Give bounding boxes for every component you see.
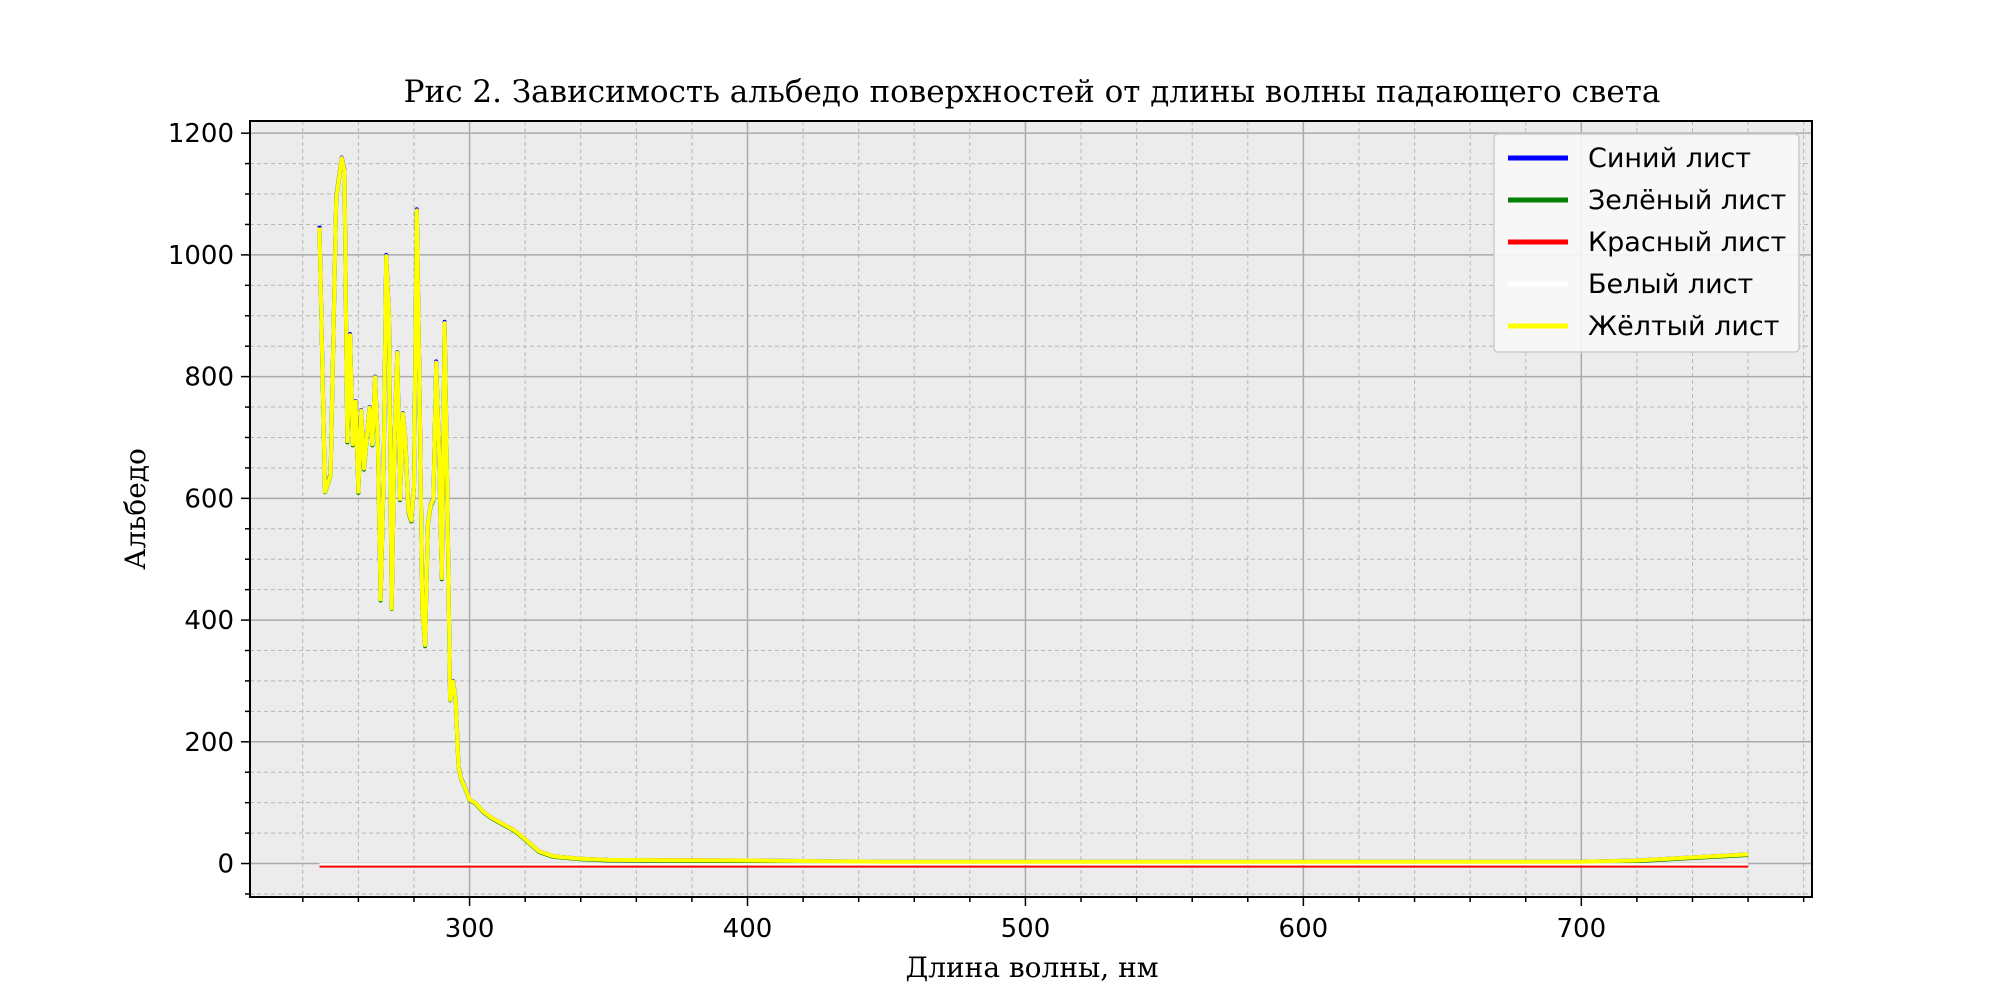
y-tick-label: 200 <box>184 728 234 758</box>
y-tick-label: 600 <box>184 484 234 514</box>
y-axis-label: Альбедо <box>119 448 152 570</box>
x-tick-label: 600 <box>1279 914 1329 944</box>
legend-label-4: Белый лист <box>1588 269 1753 300</box>
y-tick-label: 0 <box>217 850 234 880</box>
y-tick-label: 1000 <box>168 241 234 271</box>
legend: Синий лист Зелёный лист Красный лист Белый … <box>1493 133 1800 353</box>
legend-label-1: Синий лист <box>1588 143 1751 174</box>
x-tick-label: 700 <box>1556 914 1606 944</box>
y-axis: 0 200 400 600 800 1000 1200 <box>168 119 250 895</box>
legend-label-2: Зелёный лист <box>1588 185 1786 216</box>
legend-label-5: Жёлтый лист <box>1588 311 1780 342</box>
legend-label-3: Красный лист <box>1588 227 1786 258</box>
chart-title: Рис 2. Зависимость альбедо поверхностей … <box>404 74 1661 110</box>
legend-box <box>1493 133 1800 353</box>
x-axis-label: Длина волны, нм <box>905 951 1158 984</box>
series-line-5 <box>317 156 1749 864</box>
y-tick-label: 400 <box>184 606 234 636</box>
x-tick-label: 300 <box>445 914 495 944</box>
series-layer <box>317 155 1749 868</box>
y-tick-label: 800 <box>184 363 234 393</box>
x-axis: 300 400 500 600 700 <box>302 897 1805 944</box>
y-tick-label: 1200 <box>168 119 234 149</box>
x-tick-label: 400 <box>723 914 773 944</box>
plot-frame <box>249 120 1813 898</box>
x-tick-label: 500 <box>1001 914 1051 944</box>
minor-grid <box>250 121 1812 897</box>
